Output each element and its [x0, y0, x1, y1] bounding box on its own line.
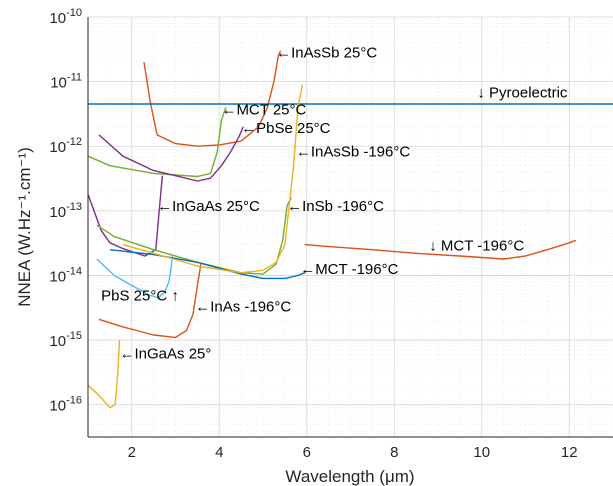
- x-tick-label: 10: [473, 444, 490, 461]
- y-tick-label: 10-11: [50, 72, 82, 92]
- series-line-8: [96, 255, 174, 299]
- series-line-4: [98, 126, 244, 182]
- y-axis-label: NNEA (W.Hz⁻¹.cm⁻¹): [15, 147, 34, 307]
- series-line-7: [98, 263, 202, 339]
- annotation-label: ↓ MCT -196°C: [429, 238, 524, 255]
- grid: [87, 16, 613, 437]
- annotation-label: ←InAsSb 25°C: [276, 45, 377, 62]
- series-line-1: [143, 50, 282, 147]
- annotation-label: ←MCT -196°C: [300, 261, 398, 278]
- series-line-12: [304, 239, 577, 260]
- x-tick-labels: 2 4 6 8 10 12: [128, 444, 578, 461]
- y-tick-labels: 10-16 10-15 10-14 10-13 10-12 10-11 10-10: [49, 7, 82, 415]
- annotation-label: ←MCT 25°C: [221, 102, 306, 119]
- y-tick-label: 10-15: [49, 330, 82, 350]
- y-tick-label: 10-16: [49, 395, 82, 415]
- x-tick-label: 2: [128, 444, 136, 461]
- annotation-label: PbS 25°C ↑: [101, 287, 179, 304]
- y-tick-label: 10-10: [49, 7, 82, 27]
- annotation-label: ←InAs -196°C: [195, 299, 291, 316]
- annotation-layer: ←InAsSb 25°C ↓ Pyroelectric ←MCT 25°C←PbSe…: [101, 45, 568, 363]
- annotation-label: ←InAsSb -196°C: [296, 143, 411, 160]
- annotation-label: ←PbSe 25°C: [241, 120, 331, 137]
- x-tick-label: 6: [303, 444, 311, 461]
- annotation-label: ↓ Pyroelectric: [477, 84, 568, 101]
- series-layer: [87, 50, 613, 409]
- series-line-3: [87, 107, 227, 178]
- series-line-9: [96, 197, 293, 275]
- y-tick-label: 10-12: [49, 136, 82, 156]
- series-line-6: [87, 340, 121, 409]
- y-tick-label: 10-13: [49, 201, 82, 221]
- x-tick-label: 12: [561, 444, 578, 461]
- annotation-label: ←InGaAs 25°C: [157, 198, 260, 215]
- x-axis-label: Wavelength (μm): [285, 467, 414, 486]
- series-line-11: [122, 84, 304, 274]
- x-tick-label: 8: [390, 444, 398, 461]
- x-tick-label: 4: [215, 444, 223, 461]
- y-tick-label: 10-14: [49, 265, 82, 285]
- annotation-label: ←InGaAs 25°: [120, 345, 212, 362]
- annotation-label: ←InSb -196°C: [287, 198, 384, 215]
